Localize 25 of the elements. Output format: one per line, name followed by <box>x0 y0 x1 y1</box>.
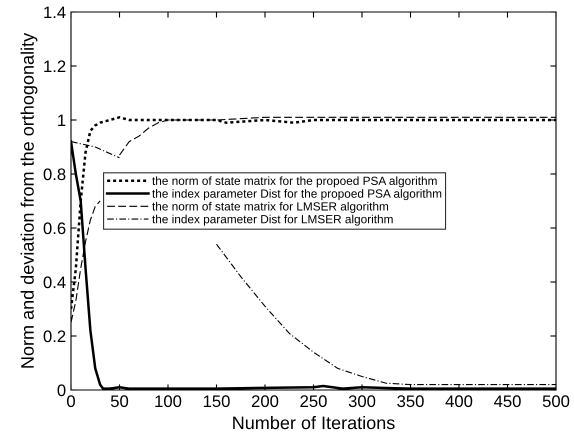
x-tick-label: 100 <box>155 395 182 408</box>
y-tick-label: 0.4 <box>44 276 66 288</box>
legend-label: the index parameter Dist for LMSER algorithm <box>152 214 393 226</box>
y-tick-label: 0.8 <box>44 168 66 180</box>
legend-label: the norm of state matrix for LMSER algorithm <box>152 202 388 213</box>
x-tick-label: 400 <box>445 395 472 408</box>
x-tick-label: 50 <box>110 395 128 408</box>
x-tick-label: 0 <box>67 395 75 408</box>
y-tick-label: 1 <box>58 114 66 126</box>
x-tick-label: 500 <box>542 395 570 408</box>
x-axis-title: Number of Iterations <box>233 416 395 430</box>
y-tick-label: 1.4 <box>44 6 66 18</box>
legend-label: the norm of state matrix for the propoed PSA algorithm <box>152 176 437 188</box>
x-tick-label: 250 <box>300 395 327 408</box>
x-tick-label: 200 <box>252 395 278 408</box>
x-tick-label: 450 <box>494 395 521 408</box>
x-tick-label: 350 <box>397 395 424 408</box>
y-axis-title: Norm and deviation from the orthogonality <box>20 32 38 368</box>
y-tick-label: 0.6 <box>44 222 66 234</box>
x-tick-label: 300 <box>348 395 376 408</box>
y-tick-label: 0 <box>58 384 66 396</box>
legend-label: the index parameter Dist for the propoed PSA algorithm <box>152 189 442 200</box>
y-tick-label: 1.2 <box>44 60 66 72</box>
y-tick-label: 0.2 <box>44 330 66 342</box>
x-tick-label: 150 <box>204 395 230 408</box>
